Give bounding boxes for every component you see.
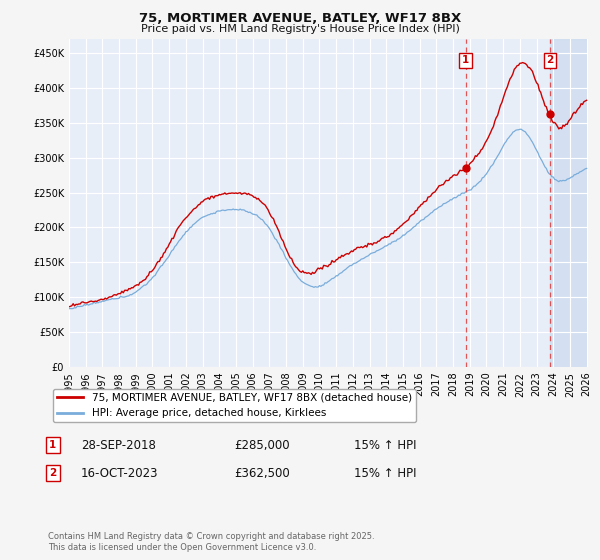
Text: 2: 2 — [49, 468, 56, 478]
Text: 1: 1 — [462, 55, 469, 65]
Text: Price paid vs. HM Land Registry's House Price Index (HPI): Price paid vs. HM Land Registry's House … — [140, 24, 460, 34]
Text: 15% ↑ HPI: 15% ↑ HPI — [354, 466, 416, 480]
Text: 16-OCT-2023: 16-OCT-2023 — [81, 466, 158, 480]
Text: 2: 2 — [546, 55, 553, 65]
Legend: 75, MORTIMER AVENUE, BATLEY, WF17 8BX (detached house), HPI: Average price, deta: 75, MORTIMER AVENUE, BATLEY, WF17 8BX (d… — [53, 389, 416, 422]
Text: £362,500: £362,500 — [234, 466, 290, 480]
Text: Contains HM Land Registry data © Crown copyright and database right 2025.
This d: Contains HM Land Registry data © Crown c… — [48, 532, 374, 552]
Text: £285,000: £285,000 — [234, 438, 290, 452]
Text: 1: 1 — [49, 440, 56, 450]
Text: 75, MORTIMER AVENUE, BATLEY, WF17 8BX: 75, MORTIMER AVENUE, BATLEY, WF17 8BX — [139, 12, 461, 25]
Text: 28-SEP-2018: 28-SEP-2018 — [81, 438, 156, 452]
Text: 15% ↑ HPI: 15% ↑ HPI — [354, 438, 416, 452]
Bar — [550, 39, 587, 367]
